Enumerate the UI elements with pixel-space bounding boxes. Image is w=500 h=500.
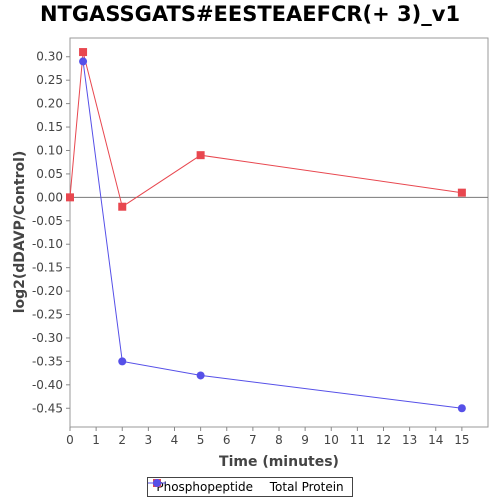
y-tick-label: 0.15 (36, 120, 63, 134)
x-tick-label: 1 (92, 433, 100, 447)
data-point-circle (196, 371, 205, 380)
data-point-square (457, 188, 466, 197)
x-tick-label: 8 (275, 433, 283, 447)
x-tick-label: 4 (171, 433, 179, 447)
series-layer (66, 48, 466, 413)
legend-label-phosphopeptide: Phosphopeptide (156, 480, 254, 494)
x-tick-label: 7 (249, 433, 257, 447)
data-point-square (118, 202, 127, 211)
x-tick-label: 9 (301, 433, 309, 447)
y-tick-label: 0.30 (36, 50, 63, 64)
y-tick-label: -0.35 (32, 354, 63, 368)
data-point-circle (118, 357, 127, 366)
y-tick-label: -0.45 (32, 401, 63, 415)
x-tick-label: 3 (145, 433, 153, 447)
x-tick-label: 5 (197, 433, 205, 447)
data-point-circle (457, 404, 466, 413)
data-point-circle (79, 57, 88, 66)
x-tick-label: 15 (454, 433, 469, 447)
y-tick-label: 0.05 (36, 167, 63, 181)
legend: Phosphopeptide Total Protein (147, 477, 353, 497)
series-total-protein (79, 57, 466, 413)
x-tick-label: 14 (428, 433, 443, 447)
legend-label-total-protein: Total Protein (269, 480, 344, 494)
y-tick-label: 0.10 (36, 143, 63, 157)
x-tick-label: 11 (350, 433, 365, 447)
plot-area (69, 37, 489, 428)
data-point-square (66, 193, 74, 202)
y-tick-label: 0.25 (36, 73, 63, 87)
series-line (82, 61, 462, 409)
y-tick-label: 0.20 (36, 97, 63, 111)
y-tick-label: -0.20 (32, 284, 63, 298)
data-point-square (79, 48, 88, 57)
y-tick-label: -0.15 (32, 261, 63, 275)
chart-title: NTGASSGATS#EESTEAEFCR(+ 3)_v1 (39, 2, 461, 26)
circle-marker-icon (148, 479, 166, 487)
x-tick-label: 10 (324, 433, 339, 447)
x-axis-label: Time (minutes) (219, 454, 339, 470)
y-tick-label: -0.40 (32, 378, 63, 392)
y-axis-label: log2(dDAVP/Control) (12, 151, 28, 314)
y-tick-label: -0.25 (32, 308, 63, 322)
series-phosphopeptide (66, 48, 466, 211)
x-tick-label: 12 (376, 433, 391, 447)
x-tick-label: 0 (66, 433, 74, 447)
axes: 0.30 0.25 0.20 0.15 0.10 0.05 0.00 -0.05 -0.10 -0… (32, 37, 489, 447)
y-tick-label: -0.10 (32, 237, 63, 251)
y-tick-label: -0.30 (32, 331, 63, 345)
y-tick-label: 0.00 (36, 190, 63, 204)
legend-item-phosphopeptide: Phosphopeptide (148, 479, 254, 494)
data-point-square (196, 151, 205, 160)
legend-item-total-protein: Total Protein (148, 479, 344, 494)
x-tick-label: 13 (402, 433, 417, 447)
x-tick-label: 6 (223, 433, 231, 447)
x-tick-label: 2 (118, 433, 126, 447)
y-tick-label: -0.05 (32, 214, 63, 228)
